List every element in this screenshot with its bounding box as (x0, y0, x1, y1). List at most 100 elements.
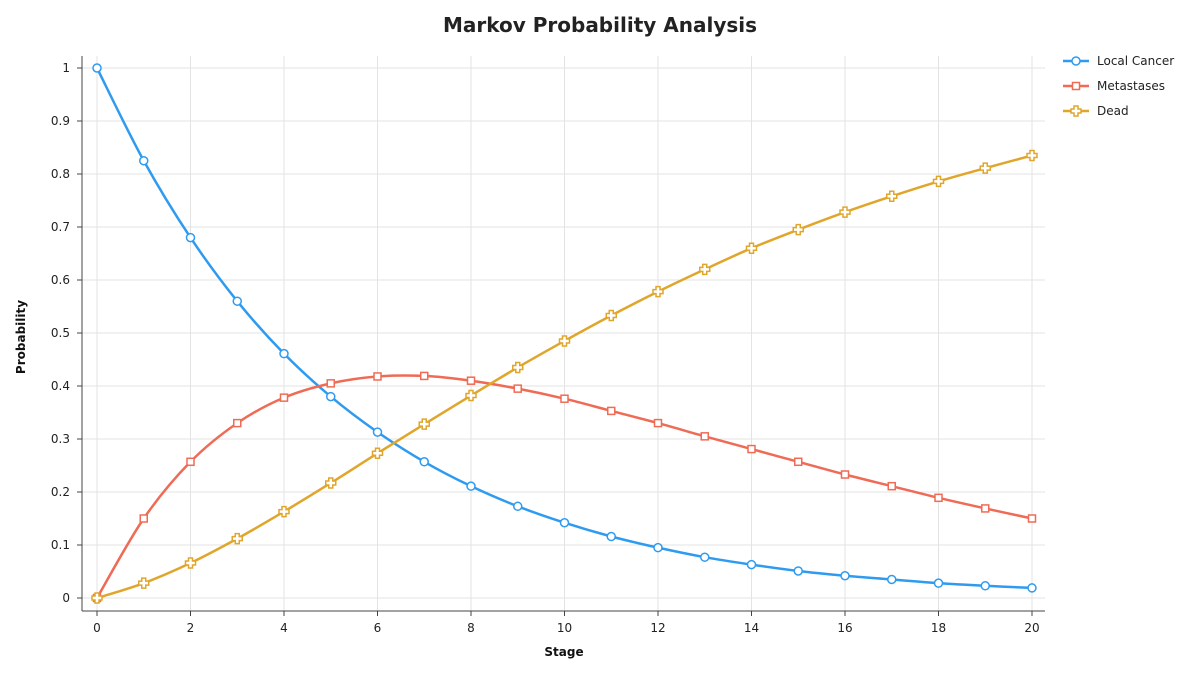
data-point-dead (1026, 149, 1038, 162)
data-point-dead (512, 361, 524, 374)
grid (82, 56, 1045, 611)
legend-marker-metastases (1071, 81, 1081, 91)
data-point-metastases (139, 514, 148, 523)
y-tick-label: 0.3 (51, 432, 70, 446)
x-tick-label: 4 (280, 621, 288, 635)
data-point-local-cancer (139, 156, 149, 166)
data-point-metastases (420, 371, 429, 381)
legend-label: Dead (1097, 104, 1129, 118)
data-point-dead (699, 263, 711, 276)
data-point-dead (325, 477, 337, 489)
data-point-local-cancer (419, 457, 429, 467)
series-metastases (92, 371, 1037, 603)
y-tick-label: 1 (62, 61, 70, 75)
y-tick-label: 0.1 (51, 538, 70, 552)
series-local-cancer (92, 63, 1037, 593)
data-point-local-cancer (887, 574, 897, 585)
legend-label: Local Cancer (1097, 54, 1174, 68)
x-tick-label: 12 (650, 621, 665, 635)
data-point-local-cancer (326, 391, 336, 402)
data-point-metastases (233, 418, 242, 428)
data-point-local-cancer (933, 578, 944, 588)
data-point-local-cancer (513, 501, 523, 512)
data-point-metastases (981, 504, 990, 513)
data-point-local-cancer (559, 517, 570, 528)
data-point-dead (839, 206, 851, 218)
data-point-local-cancer (466, 481, 476, 491)
y-tick-label: 0.6 (51, 273, 70, 287)
data-point-local-cancer (185, 232, 196, 243)
data-point-local-cancer (92, 63, 102, 73)
data-point-local-cancer (700, 552, 710, 562)
data-point-metastases (326, 379, 335, 388)
data-point-metastases (279, 393, 289, 402)
data-point-local-cancer (980, 581, 990, 591)
y-axis-ticks: 0 0.1 0.2 0.3 0.4 0.5 0.6 0.7 0.8 0.9 1 (51, 61, 82, 605)
data-point-dead (745, 242, 758, 254)
data-point-dead (465, 389, 477, 402)
data-point-metastases (700, 432, 709, 441)
x-tick-label: 10 (557, 621, 572, 635)
legend-marker-dead (1070, 105, 1082, 117)
x-tick-label: 8 (467, 621, 475, 635)
data-point-local-cancer (840, 570, 850, 581)
x-axis-label: Stage (544, 645, 583, 659)
data-point-metastases (747, 444, 756, 454)
x-tick-label: 18 (931, 621, 946, 635)
data-point-local-cancer (746, 559, 757, 570)
data-point-dead (605, 309, 617, 322)
y-tick-label: 0.5 (51, 326, 70, 340)
data-point-metastases (560, 394, 569, 403)
y-tick-label: 0.4 (51, 379, 70, 393)
data-point-metastases (373, 372, 382, 381)
data-point-local-cancer (232, 296, 242, 306)
data-point-metastases (887, 481, 896, 491)
y-tick-label: 0 (62, 591, 70, 605)
x-tick-label: 14 (744, 621, 759, 635)
legend[interactable]: Local Cancer Metastases Dead (1063, 54, 1174, 118)
data-point-metastases (466, 376, 476, 385)
data-point-metastases (607, 406, 616, 416)
legend-item-dead[interactable]: Dead (1063, 104, 1129, 118)
legend-label: Metastases (1097, 79, 1165, 93)
data-point-dead (418, 418, 430, 430)
legend-marker-local-cancer (1071, 56, 1081, 66)
data-point-local-cancer (1027, 583, 1037, 593)
y-tick-label: 0.9 (51, 114, 70, 128)
x-tick-label: 20 (1024, 621, 1039, 635)
data-point-local-cancer (372, 427, 383, 437)
data-point-dead (792, 223, 804, 236)
x-tick-label: 6 (374, 621, 382, 635)
legend-item-metastases[interactable]: Metastases (1063, 79, 1165, 93)
y-tick-label: 0.8 (51, 167, 70, 181)
x-axis-ticks: 0 2 4 6 8 10 12 14 16 18 20 (93, 611, 1040, 635)
data-point-local-cancer (793, 566, 803, 576)
data-point-metastases (186, 457, 195, 467)
data-point-dead (231, 532, 243, 545)
data-point-dead (979, 162, 991, 174)
data-point-dead (138, 577, 150, 589)
data-point-metastases (934, 493, 943, 503)
data-point-dead (91, 592, 103, 604)
y-tick-label: 0.7 (51, 220, 70, 234)
x-tick-label: 16 (837, 621, 852, 635)
x-tick-label: 2 (187, 621, 195, 635)
data-point-dead (886, 190, 898, 203)
series-layer (91, 63, 1038, 604)
data-point-metastases (513, 384, 522, 393)
chart-title: Markov Probability Analysis (443, 13, 757, 37)
data-point-local-cancer (279, 348, 289, 359)
series-dead (91, 149, 1038, 604)
x-tick-label: 0 (93, 621, 101, 635)
y-axis-label: Probability (14, 300, 28, 374)
data-point-dead (932, 175, 945, 188)
data-point-metastases (794, 457, 803, 467)
legend-item-local-cancer[interactable]: Local Cancer (1063, 54, 1174, 68)
data-point-metastases (653, 418, 663, 428)
data-point-local-cancer (653, 542, 663, 553)
data-point-dead (371, 447, 384, 460)
y-tick-label: 0.2 (51, 485, 70, 499)
data-point-local-cancer (606, 531, 616, 542)
